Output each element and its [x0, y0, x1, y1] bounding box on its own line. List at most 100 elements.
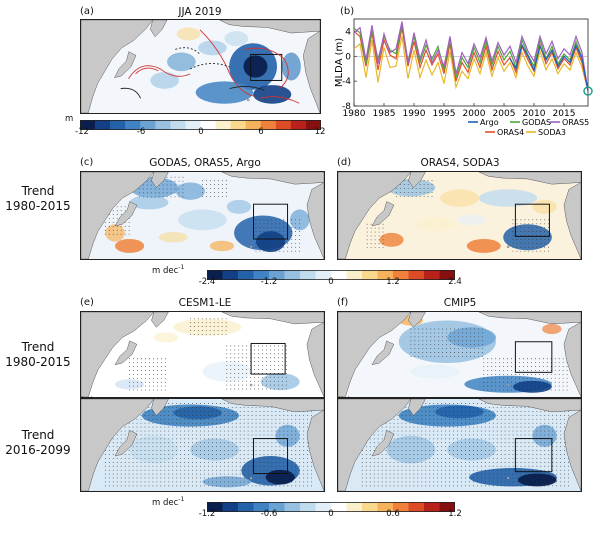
hawaii-island — [506, 476, 510, 480]
panel-e-title: CESM1-LE — [178, 297, 232, 309]
row-label-2-line1: Trend — [21, 340, 55, 354]
series-line-godas — [353, 23, 589, 92]
map-a-svg — [81, 20, 320, 113]
colorbar-swatch — [269, 270, 285, 280]
colorbar-bottom-tick: 0.6 — [386, 509, 400, 519]
anomaly-patch — [129, 435, 179, 464]
asia-landmass — [338, 172, 412, 259]
anomaly-patch — [202, 476, 252, 488]
colorbar-top-tick: 0 — [198, 127, 204, 137]
colorbar-middle-tick: -1.2 — [260, 277, 278, 287]
anomaly-patch — [447, 327, 496, 348]
colorbar-swatch — [362, 270, 378, 280]
anomaly-patch — [512, 380, 552, 393]
row-label-1-line2: 1980-2015 — [5, 199, 71, 213]
anomaly-patch — [542, 323, 562, 335]
anomaly-patch — [175, 182, 205, 200]
y-tick-label: -4 — [342, 77, 351, 87]
map-f-svg — [338, 312, 581, 397]
colorbar-swatch — [362, 502, 378, 512]
alaska-landmass — [478, 399, 581, 413]
kamchatka-landmass — [408, 172, 426, 189]
row-label-3: Trend 2016-2099 — [2, 428, 74, 458]
colorbar-swatch — [269, 502, 285, 512]
japan-landmass — [113, 51, 137, 79]
kamchatka-landmass — [151, 312, 169, 328]
colorbar-bottom-unit-text: m dec — [152, 497, 179, 508]
panel-d-label: (d) — [337, 157, 352, 168]
anomaly-patch — [115, 238, 145, 253]
anomaly-patch — [440, 189, 479, 207]
north-america-landmass — [306, 182, 324, 259]
colorbar-swatch — [95, 120, 111, 130]
colorbar-swatch — [253, 502, 270, 512]
colorbar-swatch — [80, 120, 96, 130]
colorbar-middle — [207, 265, 456, 280]
north-america-landmass — [563, 321, 581, 397]
alaska-landmass — [478, 312, 581, 325]
box-region-outline — [250, 342, 286, 375]
x-tick-label: 2015 — [553, 109, 576, 119]
colorbar-swatch — [200, 120, 216, 130]
alaska-landmass — [221, 172, 324, 185]
alaska-landmass — [221, 399, 324, 413]
anomaly-patch — [435, 405, 484, 419]
colorbar-top-unit: m — [65, 114, 74, 124]
anomaly-patch — [503, 224, 552, 251]
colorbar-frame — [207, 502, 455, 512]
asia-landmass — [338, 399, 412, 491]
colorbar-swatch — [253, 270, 270, 280]
colorbar-bottom-tick: 1.2 — [448, 509, 462, 519]
map-h-svg — [338, 399, 581, 491]
map-panel-a — [80, 19, 321, 114]
contour-line — [259, 96, 300, 104]
colorbar-swatch — [408, 502, 425, 512]
anomaly-patch — [410, 364, 460, 379]
colorbar-middle-unit: m dec-1 — [152, 264, 184, 276]
north-america-landmass — [303, 30, 320, 113]
asia-landmass — [81, 172, 155, 259]
colorbar-swatch — [393, 270, 409, 280]
series-line-argo — [509, 43, 589, 92]
panel-a-title: JJA 2019 — [178, 6, 222, 18]
colorbar-top-tick: -6 — [136, 127, 146, 137]
colorbar-bottom-unit: m dec-1 — [152, 496, 184, 508]
colorbar-swatch — [346, 270, 363, 280]
colorbar-middle-unit-sup: -1 — [178, 264, 185, 271]
colorbar-swatch — [222, 502, 239, 512]
colorbar-swatch — [331, 270, 347, 280]
row-label-1: Trend 1980-2015 — [2, 184, 74, 214]
contour-line — [199, 29, 255, 97]
north-america-landmass — [306, 409, 324, 491]
colorbar-middle-unit-text: m dec — [152, 265, 179, 276]
anomaly-patch — [478, 189, 538, 207]
panel-c-title: GODAS, ORAS5, Argo — [149, 157, 261, 169]
legend-label-oras5: ORAS5 — [562, 118, 589, 127]
contour-line — [244, 47, 289, 89]
kamchatka-landmass — [151, 172, 169, 189]
panel-e-label: (e) — [80, 297, 94, 308]
y-tick-label: 0 — [345, 52, 351, 62]
map-panel-f — [337, 311, 582, 398]
map-panel-d — [337, 171, 582, 260]
contour-line — [175, 47, 201, 55]
alaska-landmass — [221, 312, 324, 325]
colorbar-top-tick: -12 — [75, 127, 89, 137]
colorbar-swatch — [284, 502, 301, 512]
colorbar-swatch — [284, 270, 301, 280]
colorbar-swatch — [393, 502, 409, 512]
colorbar-swatch — [125, 120, 141, 130]
anomaly-patch — [209, 240, 235, 252]
hawaii-island — [506, 383, 510, 387]
anomaly-patch — [281, 52, 301, 81]
anomaly-patch — [224, 31, 249, 47]
colorbar-swatch — [238, 502, 254, 512]
x-tick-label: 1985 — [373, 109, 396, 119]
box-region-outline — [253, 438, 289, 475]
hawaii-island — [249, 383, 253, 387]
anomaly-patch — [457, 214, 487, 226]
japan-landmass — [114, 429, 138, 457]
colorbar-swatch — [222, 270, 239, 280]
colorbar-swatch — [439, 502, 456, 512]
anomaly-patch — [265, 469, 295, 485]
